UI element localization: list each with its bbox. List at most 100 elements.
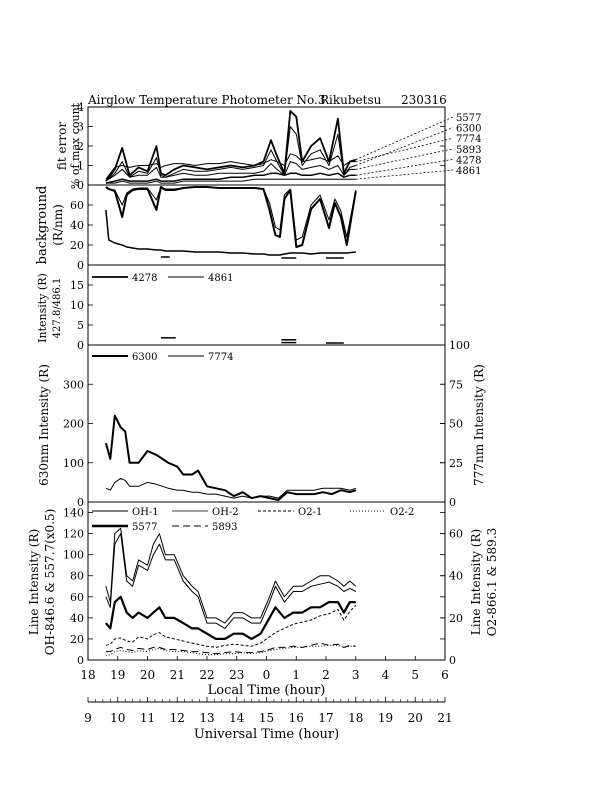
line-intensity-series-0	[105, 527, 357, 624]
y-right-tick-label: 25	[449, 457, 463, 470]
y-right-tick-label: 0	[449, 496, 456, 509]
intensity-630-ylabel: 630nm Intensity (R)	[37, 364, 51, 486]
y-tick-label: 60	[70, 199, 84, 212]
universal-time-tick-label: 12	[170, 711, 185, 725]
background-series-2	[105, 186, 357, 241]
line-intensity-series-4	[105, 595, 356, 641]
intensity-777-ylabel: 777nm Intensity (R)	[472, 364, 486, 486]
legend-label-5577: 5577	[132, 522, 157, 533]
local-time-tick-label: 22	[199, 668, 214, 682]
universal-time-tick-label: 17	[318, 711, 333, 725]
universal-time-tick-label: 19	[378, 711, 393, 725]
figure-title: Airglow Temperature Photometer No.3	[87, 93, 326, 107]
local-time-tick-label: 0	[263, 668, 271, 682]
legend-leader	[355, 169, 454, 180]
background-series-0	[105, 209, 356, 256]
universal-time-tick-label: 13	[199, 711, 214, 725]
local-time-tick-label: 21	[170, 668, 185, 682]
fit-error-series-4	[105, 172, 356, 184]
y-tick-label: 100	[63, 457, 84, 470]
fit-error-ylabel: fit error	[55, 122, 69, 170]
fit-error-ylabel-unit: % of max count	[69, 102, 82, 189]
legend-label-5893: 5893	[212, 522, 237, 533]
fit-error-series-3	[105, 161, 356, 182]
universal-time-tick-label: 9	[84, 711, 92, 725]
y-tick-label: 300	[63, 378, 84, 391]
line-intensity-series-5	[105, 642, 356, 655]
line-intensity-series-3	[105, 644, 356, 657]
universal-time-tick-label: 21	[437, 711, 452, 725]
local-time-tick-label: 18	[80, 668, 95, 682]
legend-label-o2-2: O2-2	[390, 507, 414, 518]
legend-leader	[355, 116, 454, 161]
legend-leader	[355, 148, 454, 170]
local-time-tick-label: 1	[292, 668, 300, 682]
station-name: Rikubetsu	[320, 93, 382, 107]
legend-label-oh-2: OH-2	[212, 507, 239, 518]
y-tick-label: 200	[63, 418, 84, 431]
line-intensity-ylabel-o2: O2-866.1 & 589.3	[485, 528, 499, 637]
y-tick-label: 20	[70, 239, 84, 252]
fit-error-legend-label: 5893	[456, 145, 481, 156]
line-intensity-series-1	[105, 533, 357, 629]
y-tick-label: 10	[70, 299, 84, 312]
legend-label-6300: 6300	[132, 352, 157, 363]
y-right-tick-label: 75	[449, 378, 463, 391]
local-time-tick-label: 2	[322, 668, 330, 682]
y-right-tick-label: 20	[449, 612, 463, 625]
legend-leader	[355, 159, 454, 176]
universal-time-tick-label: 20	[408, 711, 423, 725]
y-tick-label: 140	[63, 507, 84, 520]
y-tick-label: 100	[63, 549, 84, 562]
legend-leader	[355, 137, 454, 162]
line-intensity-ylabel-right: Line Intensity (R)	[469, 529, 483, 635]
fit-error-legend-label: 4861	[456, 166, 481, 177]
y-right-tick-label: 100	[449, 339, 470, 352]
y-tick-label: 120	[63, 528, 84, 541]
legend-label-oh-1: OH-1	[132, 507, 159, 518]
y-tick-label: 40	[70, 219, 84, 232]
y-right-tick-label: 0	[449, 654, 456, 667]
y-tick-label: 2	[77, 140, 84, 153]
intensity-630-777-series-1	[105, 477, 356, 499]
fit-error-series-5	[105, 178, 356, 184]
line-intensity-ylabel-oh: OH-846.6 & 557.7(x0.5)	[43, 509, 57, 656]
universal-time-tick-label: 10	[110, 711, 125, 725]
y-tick-label: 3	[77, 121, 84, 134]
intensity-ylabel-ratio: 427.8/486.1	[52, 278, 63, 339]
legend-label-4278: 4278	[132, 273, 157, 284]
intensity-ylabel: Intensity (R)	[36, 273, 49, 343]
legend-label-4861: 4861	[208, 273, 233, 284]
background-ylabel-unit: (R/nm)	[51, 204, 65, 246]
panel-427-486: 0 5 10 15 4278 4861 Intensity (R) 427.8/486.1	[36, 264, 446, 352]
local-time-axis-label: Local Time (hour)	[208, 683, 326, 698]
background-series-1	[105, 186, 357, 248]
y-tick-label: 0	[77, 496, 84, 509]
universal-time-tick-label: 16	[289, 711, 304, 725]
y-tick-label: 0	[77, 339, 84, 352]
fit-error-series-1	[105, 126, 356, 182]
line-intensity-ylabel: Line Intensity (R)	[27, 529, 41, 635]
universal-time-tick-label: 11	[140, 711, 155, 725]
panel-line-intensity: 0 20 40 60 80 100 120 140 0 20 40 60 OH-1 OH-2 O2-1 O2-…	[27, 501, 499, 667]
legend-label-7774: 7774	[208, 352, 233, 363]
local-time-tick-label: 20	[140, 668, 155, 682]
background-ylabel: background	[35, 186, 50, 265]
fit-error-legend-label: 4278	[456, 155, 481, 166]
fit-error-legend-label: 6300	[456, 124, 481, 135]
y-tick-label: 20	[70, 633, 84, 646]
panel-fit-error: 0 1 2 3 4 fit error% of max count 557763007774…	[55, 101, 481, 192]
local-time-tick-label: 23	[229, 668, 244, 682]
local-time-tick-label: 4	[382, 668, 390, 682]
y-tick-label: 15	[70, 279, 84, 292]
y-tick-label: 40	[70, 612, 84, 625]
intensity-630-777-series-0	[104, 414, 357, 501]
local-time-tick-label: 6	[441, 668, 449, 682]
fit-error-series-2	[105, 153, 356, 180]
panel-frame	[87, 344, 446, 503]
y-tick-label: 0	[77, 259, 84, 272]
universal-time-tick-label: 15	[259, 711, 274, 725]
fit-error-series-0	[105, 110, 357, 182]
